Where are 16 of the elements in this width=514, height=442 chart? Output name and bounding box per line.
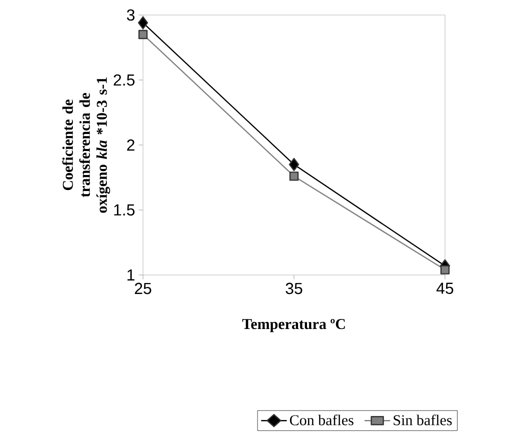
- point: [288, 158, 300, 172]
- y-tick-label: 1: [128, 269, 134, 281]
- legend-label: Con bafles: [290, 414, 354, 426]
- point: [138, 16, 148, 30]
- y-tick-label: 3: [126, 9, 134, 21]
- y-tick-label: 1.5: [114, 204, 135, 216]
- y-tick-label: 2.5: [114, 74, 135, 86]
- x-tick-label: 45: [436, 282, 454, 294]
- y-tick-label: 2: [127, 139, 134, 151]
- point: [138, 30, 148, 40]
- legend-label: Sin bafles: [394, 414, 452, 426]
- x-tick-label: 35: [286, 282, 302, 294]
- point: [440, 265, 450, 274]
- x-axis-title: Temperatura ºC: [242, 319, 345, 332]
- point: [289, 172, 299, 181]
- x-tick-label: 25: [134, 282, 152, 294]
